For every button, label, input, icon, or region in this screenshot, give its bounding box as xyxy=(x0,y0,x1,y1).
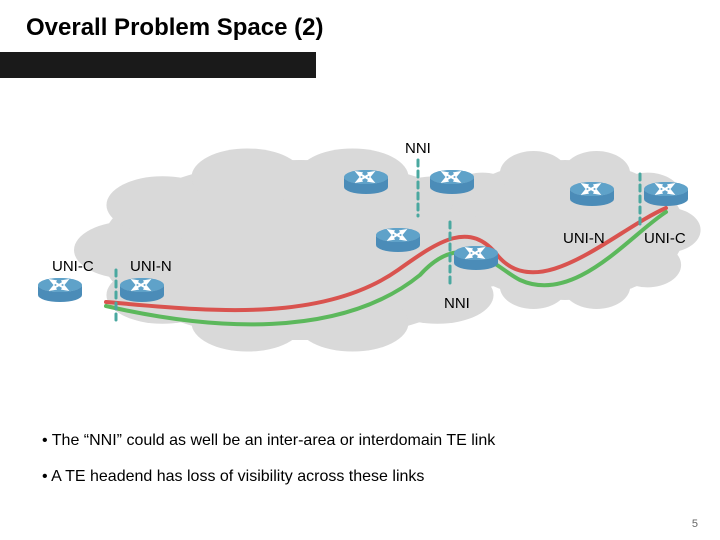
diagram-label-uni-c-left: UNI-C xyxy=(52,258,94,275)
network-diagram: NNI NNI UNI-C UNI-N UNI-N UNI-C xyxy=(0,80,720,360)
diagram-label-uni-n-right: UNI-N xyxy=(563,230,605,247)
router-icon xyxy=(375,227,421,253)
router-icon xyxy=(119,277,165,303)
diagram-label-uni-c-right: UNI-C xyxy=(644,230,686,247)
title-bar-gap xyxy=(316,52,720,78)
router-icon xyxy=(429,169,475,195)
slide-title: Overall Problem Space (2) xyxy=(26,14,323,42)
diagram-label-nni-top: NNI xyxy=(405,140,431,157)
router-icon xyxy=(569,181,615,207)
page-number: 5 xyxy=(692,518,698,530)
bullet-list: The “NNI” could as well be an inter-area… xyxy=(42,432,680,504)
bullet-item: A TE headend has loss of visibility acro… xyxy=(42,468,680,486)
router-icon xyxy=(343,169,389,195)
diagram-label-uni-n-left: UNI-N xyxy=(130,258,172,275)
diagram-label-nni-bottom: NNI xyxy=(444,295,470,312)
router-icon xyxy=(453,245,499,271)
router-icon xyxy=(37,277,83,303)
bullet-item: The “NNI” could as well be an inter-area… xyxy=(42,432,680,450)
router-icon xyxy=(643,181,689,207)
diagram-svg xyxy=(0,80,720,360)
